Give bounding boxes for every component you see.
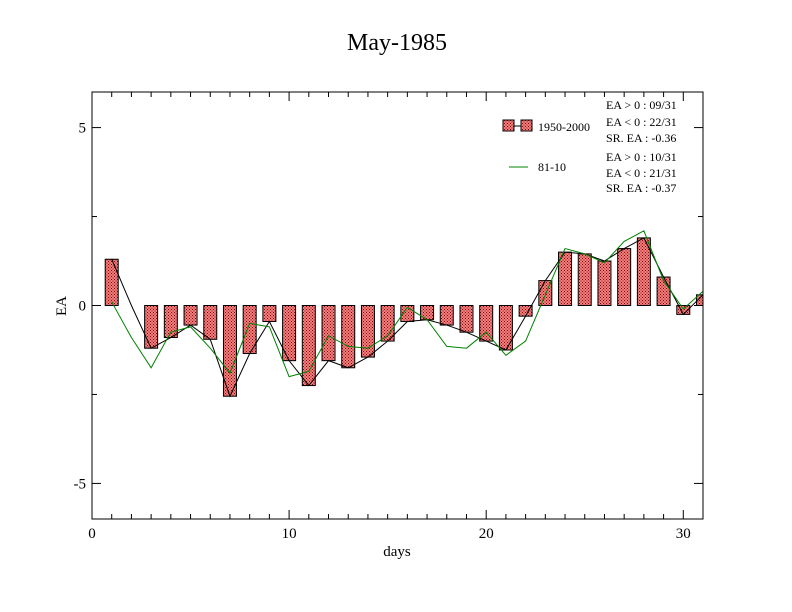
y-tick-label-5: 5: [79, 121, 87, 137]
bar-day-18: [439, 305, 454, 326]
series-1950-2000-connector: [111, 237, 704, 398]
y-axis-label: EA: [54, 296, 70, 316]
bar-day-25: [577, 253, 592, 306]
x-tick-label-0: 0: [88, 526, 96, 542]
bars-layer: [104, 237, 704, 397]
legend-stat-81-10-negative: EA < 0 : 21/31: [606, 166, 677, 180]
series-81-10-line: [111, 230, 704, 378]
bar-day-11: [301, 305, 316, 387]
bar-day-5: [183, 305, 198, 326]
bar-day-19: [459, 305, 474, 333]
x-tick-label-10: 10: [282, 526, 297, 542]
x-tick-label-20: 20: [479, 526, 494, 542]
legend: 1950-2000 81-10 EA > 0 : 09/31 EA < 0 : …: [502, 98, 677, 195]
legend-stat-81-10-positive: EA > 0 : 10/31: [606, 150, 677, 164]
legend-swatch-1950-2000-right: [520, 119, 533, 132]
axis-ticks: 0 10 20 30 -5 0 5: [74, 92, 704, 542]
bar-day-14: [360, 305, 375, 358]
bar-day-1: [104, 258, 119, 307]
legend-swatch-1950-2000-left: [502, 119, 515, 132]
legend-label-81-10: 81-10: [538, 160, 566, 174]
bar-day-13: [341, 305, 356, 369]
bar-day-9: [262, 305, 277, 323]
legend-stat-1950-2000-sr: SR. EA : -0.36: [606, 131, 676, 145]
bar-day-26: [597, 260, 612, 307]
x-axis-label: days: [383, 544, 411, 560]
y-tick-label--5: -5: [74, 476, 87, 492]
legend-stat-1950-2000-negative: EA < 0 : 22/31: [606, 115, 677, 129]
legend-label-1950-2000: 1950-2000: [538, 120, 590, 134]
y-tick-label-0: 0: [79, 299, 87, 315]
bar-day-21: [498, 305, 513, 351]
bar-day-3: [144, 305, 159, 349]
x-tick-label-30: 30: [676, 526, 691, 542]
legend-stat-1950-2000-positive: EA > 0 : 09/31: [606, 98, 677, 112]
chart-title: May-1985: [347, 30, 447, 56]
lines-layer: [111, 230, 704, 398]
bar-day-27: [617, 248, 632, 306]
bar-day-12: [321, 305, 336, 362]
bar-day-6: [203, 305, 218, 340]
legend-stat-81-10-sr: SR. EA : -0.37: [606, 181, 676, 195]
bar-day-17: [420, 305, 435, 321]
